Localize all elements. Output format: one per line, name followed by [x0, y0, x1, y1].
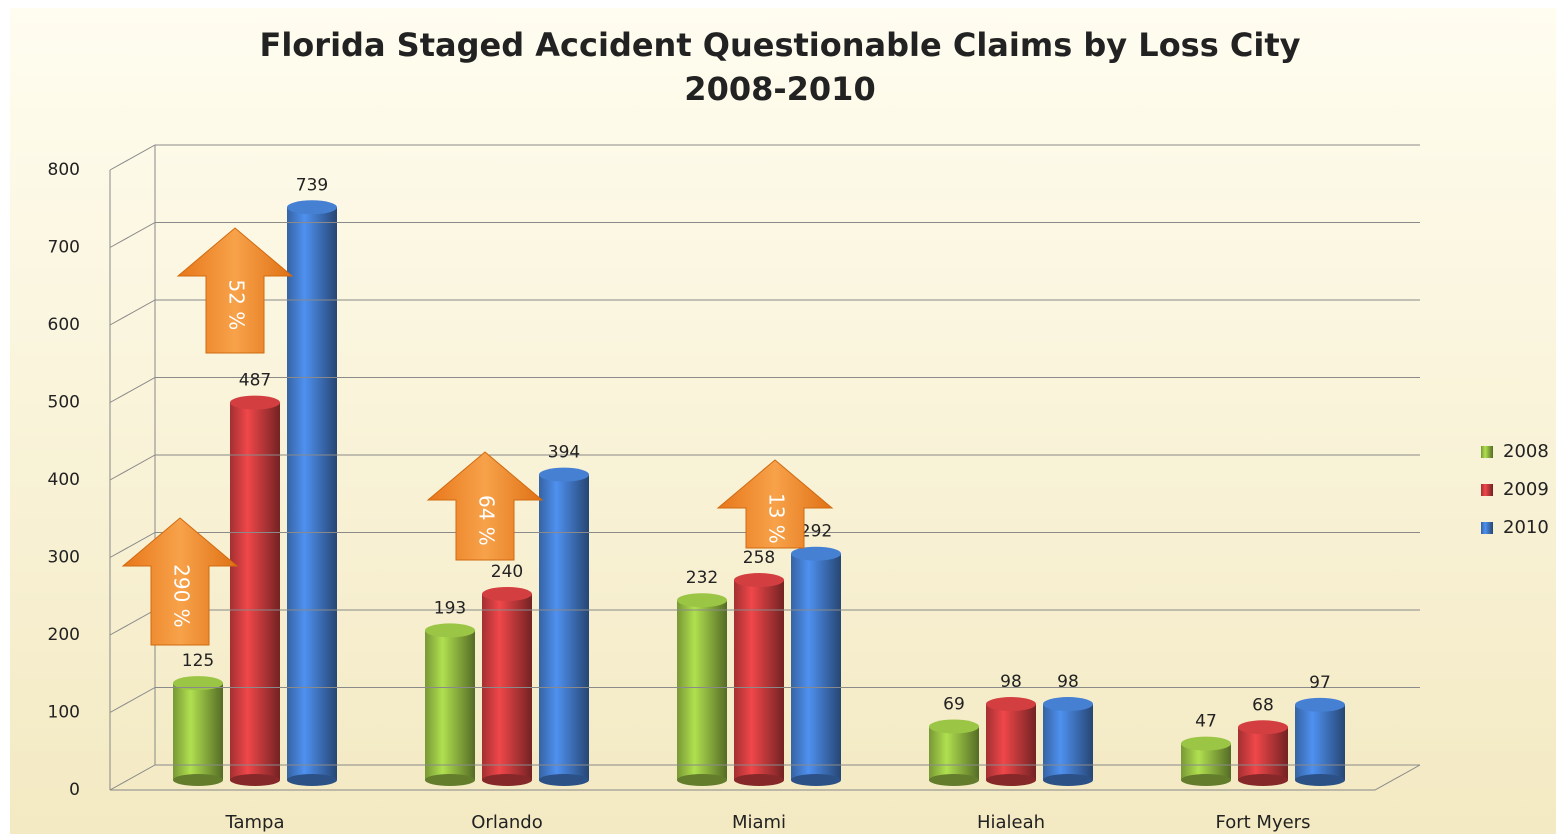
y-tick-label: 600: [48, 315, 80, 335]
legend-label: 2008: [1503, 441, 1549, 462]
bar-base: [230, 774, 280, 786]
value-label: 394: [548, 443, 580, 463]
x-tick-label: Fort Myers: [1216, 812, 1311, 833]
bar-top: [791, 546, 841, 561]
bar-base: [425, 774, 475, 786]
x-tick-label: Orlando: [471, 812, 542, 833]
bar: [539, 474, 589, 780]
bar-base: [1043, 774, 1093, 786]
value-label: 258: [743, 548, 775, 568]
value-label: 240: [491, 562, 523, 582]
bar: [1043, 704, 1093, 780]
value-label: 69: [943, 695, 965, 715]
value-label: 47: [1195, 712, 1217, 732]
x-tick-label: Hialeah: [977, 812, 1045, 833]
annotation-label: 64 %: [475, 495, 499, 546]
annotation-arrow: [426, 451, 544, 561]
bar: [734, 580, 784, 780]
value-label: 292: [800, 522, 832, 542]
bar-top: [986, 697, 1036, 712]
bar-top: [230, 395, 280, 410]
y-tick-label: 100: [48, 703, 80, 723]
x-tick-label: Tampa: [224, 812, 284, 833]
bar-base: [1238, 774, 1288, 786]
value-label: 98: [1000, 672, 1022, 692]
value-label: 68: [1252, 695, 1274, 715]
bar-top: [734, 573, 784, 588]
value-label: 97: [1309, 673, 1331, 693]
bar-base: [677, 774, 727, 786]
bar-base: [482, 774, 532, 786]
legend-swatch: [1481, 484, 1493, 496]
bar: [287, 207, 337, 780]
bar-base: [1295, 774, 1345, 786]
chart-subtitle: 2008-2010: [684, 70, 875, 108]
annotation-label: 52 %: [225, 279, 249, 330]
bar-base: [539, 774, 589, 786]
bar: [986, 704, 1036, 780]
grid-line: [109, 454, 1420, 481]
bar: [1295, 704, 1345, 780]
value-label: 487: [239, 371, 271, 391]
bar-top: [173, 676, 223, 691]
bar-base: [791, 774, 841, 786]
chart-title: Florida Staged Accident Questionable Cla…: [259, 26, 1300, 64]
value-label: 232: [686, 568, 718, 588]
legend-swatch: [1481, 446, 1493, 458]
y-tick-label: 500: [48, 393, 80, 413]
grid-line: [109, 532, 1420, 558]
annotation-arrow: [176, 227, 294, 354]
y-tick-label: 800: [48, 160, 80, 180]
annotation-label: 290 %: [170, 564, 194, 628]
grid-line: [109, 687, 1420, 713]
value-label: 193: [434, 598, 466, 618]
bar-top: [1295, 697, 1345, 712]
bar-top: [287, 200, 337, 215]
legend-label: 2009: [1503, 479, 1549, 500]
bar-top: [929, 719, 979, 734]
y-tick-label: 0: [69, 780, 80, 800]
y-tick-label: 400: [48, 470, 80, 490]
bar: [230, 402, 280, 780]
y-tick-label: 700: [48, 238, 80, 258]
y-tick-label: 300: [48, 548, 80, 568]
bar-top: [1181, 736, 1231, 751]
grid-line: [109, 377, 1420, 403]
x-tick-label: Miami: [732, 812, 786, 833]
bar-base: [1181, 774, 1231, 786]
bar-top: [677, 593, 727, 608]
y-tick-label: 200: [48, 625, 80, 645]
legend-swatch: [1481, 522, 1493, 534]
bar-base: [287, 774, 337, 786]
value-label: 125: [182, 651, 214, 671]
bar: [677, 600, 727, 780]
grid-line: [109, 764, 1420, 791]
grid-line: [109, 144, 1420, 171]
bar-top: [1238, 720, 1288, 735]
bar-top: [1043, 697, 1093, 712]
legend-label: 2010: [1503, 517, 1549, 538]
annotation-arrow: [121, 517, 239, 646]
bar: [173, 683, 223, 780]
bar-base: [734, 774, 784, 786]
bar: [791, 553, 841, 780]
bar-top: [482, 587, 532, 601]
bar-base: [173, 774, 223, 786]
bar: [1238, 727, 1288, 780]
bar-top: [539, 467, 589, 482]
grid-line: [109, 222, 1420, 248]
floor: [110, 764, 1421, 791]
annotation-arrow: [716, 459, 834, 549]
bar-base: [929, 774, 979, 786]
annotation-label: 13 %: [765, 493, 789, 544]
grid-line: [109, 299, 1420, 326]
value-label: 739: [296, 175, 328, 195]
value-label: 98: [1057, 672, 1079, 692]
bar-top: [425, 623, 475, 638]
bar-base: [986, 774, 1036, 786]
bar: [929, 726, 979, 780]
bar: [425, 630, 475, 780]
